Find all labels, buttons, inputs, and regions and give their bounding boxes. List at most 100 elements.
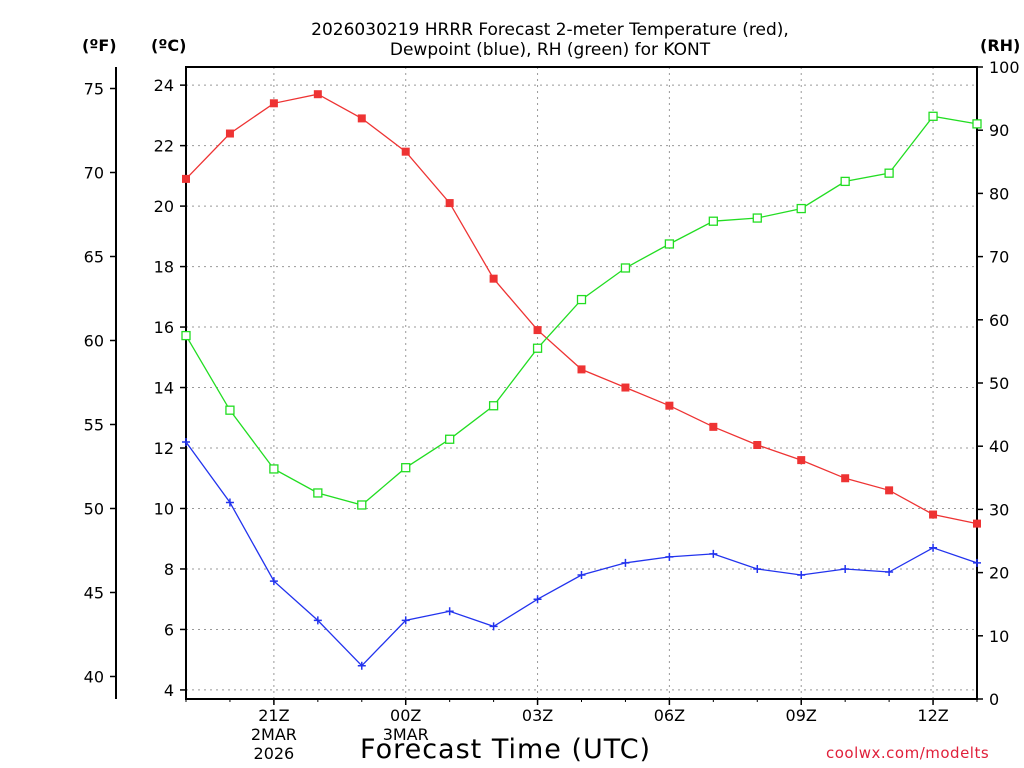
- celsius-unit-label: (ºC): [151, 36, 186, 55]
- x-tick-label-3MAR: 3MAR: [383, 725, 429, 744]
- point-temperature-2: [269, 99, 278, 108]
- point-dewpoint-11: [665, 552, 674, 561]
- rh-tick-label-50: 50: [989, 374, 1009, 393]
- celsius-tick-label-4: 4: [164, 681, 174, 700]
- point-rh-5: [401, 463, 411, 473]
- point-temperature-16: [885, 486, 894, 495]
- point-dewpoint-15: [841, 564, 850, 573]
- rh-tick-label-10: 10: [989, 627, 1009, 646]
- credit-link[interactable]: coolwx.com/modelts: [826, 744, 990, 762]
- series-line-temperature: [185, 93, 978, 525]
- point-temperature-15: [841, 474, 850, 483]
- celsius-tick-label-10: 10: [154, 499, 174, 518]
- point-rh-18: [972, 119, 982, 129]
- point-temperature-12: [709, 422, 718, 431]
- series-line-rh: [185, 115, 978, 506]
- celsius-tick-label-14: 14: [154, 379, 174, 398]
- point-rh-11: [664, 239, 675, 249]
- rh-unit-label: (RH): [980, 36, 1020, 55]
- rh-tick-label-80: 80: [989, 184, 1009, 203]
- point-temperature-13: [753, 440, 762, 449]
- celsius-tick-label-20: 20: [154, 197, 174, 216]
- point-dewpoint-1: [225, 498, 234, 507]
- celsius-tick-label-6: 6: [164, 620, 174, 639]
- x-tick-label-03Z: 03Z: [522, 706, 553, 725]
- x-tick-label-00Z: 00Z: [390, 706, 421, 725]
- point-temperature-1: [225, 129, 234, 138]
- point-dewpoint-14: [797, 571, 806, 580]
- celsius-tick-label-22: 22: [154, 137, 174, 156]
- point-rh-13: [752, 213, 762, 223]
- point-rh-4: [357, 500, 367, 510]
- fahrenheit-tick-label-50: 50: [84, 499, 104, 518]
- fahrenheit-tick-label-60: 60: [84, 331, 104, 350]
- point-rh-16: [884, 168, 894, 178]
- rh-tick-label-30: 30: [989, 500, 1009, 519]
- grid-layer: [186, 67, 977, 699]
- rh-tick-label-70: 70: [989, 248, 1009, 267]
- point-temperature-18: [973, 519, 981, 528]
- fahrenheit-tick-label-55: 55: [84, 415, 104, 434]
- x-tick-label-2MAR: 2MAR: [251, 725, 297, 744]
- chart-title-line1: 2026030219 HRRR Forecast 2-meter Tempera…: [311, 20, 789, 40]
- point-temperature-14: [797, 456, 806, 465]
- point-dewpoint-5: [401, 616, 410, 625]
- x-tick-label-21Z: 21Z: [258, 706, 289, 725]
- series-line-dewpoint: [185, 441, 978, 667]
- point-temperature-5: [401, 147, 410, 156]
- series-layer: [181, 90, 982, 670]
- point-dewpoint-3: [313, 616, 322, 625]
- celsius-tick-label-8: 8: [164, 560, 174, 579]
- celsius-tick-label-12: 12: [154, 439, 174, 458]
- point-temperature-6: [445, 199, 454, 208]
- point-dewpoint-16: [885, 567, 894, 576]
- chart-title-line2: Dewpoint (blue), RH (green) for KONT: [389, 40, 711, 60]
- x-tick-label-09Z: 09Z: [786, 706, 817, 725]
- point-temperature-9: [577, 365, 586, 374]
- point-dewpoint-2: [269, 577, 278, 586]
- point-dewpoint-6: [445, 607, 454, 616]
- point-rh-17: [928, 111, 938, 121]
- point-dewpoint-18: [973, 558, 981, 567]
- point-dewpoint-13: [753, 564, 762, 573]
- point-temperature-17: [929, 510, 938, 519]
- point-dewpoint-17: [929, 543, 938, 552]
- rh-tick-label-40: 40: [989, 437, 1009, 456]
- point-temperature-4: [357, 114, 366, 123]
- fahrenheit-tick-label-45: 45: [84, 583, 104, 602]
- point-dewpoint-9: [577, 571, 586, 580]
- point-dewpoint-4: [357, 661, 366, 670]
- point-dewpoint-8: [533, 595, 542, 604]
- point-rh-6: [445, 434, 455, 444]
- point-dewpoint-7: [489, 622, 498, 631]
- celsius-tick-label-18: 18: [154, 258, 174, 277]
- point-rh-8: [532, 343, 543, 353]
- point-rh-1: [225, 405, 235, 415]
- rh-tick-label-20: 20: [989, 564, 1009, 583]
- rh-tick-label-90: 90: [989, 121, 1009, 140]
- point-temperature-7: [489, 274, 498, 283]
- point-temperature-10: [621, 383, 630, 392]
- point-rh-0: [181, 330, 191, 341]
- fahrenheit-tick-label-75: 75: [84, 80, 104, 99]
- point-rh-7: [488, 401, 499, 411]
- point-rh-10: [620, 263, 631, 273]
- point-temperature-11: [665, 401, 674, 410]
- celsius-tick-label-24: 24: [154, 76, 174, 95]
- point-dewpoint-12: [709, 549, 718, 558]
- point-temperature-0: [182, 174, 190, 183]
- point-dewpoint-10: [621, 558, 630, 567]
- axis-layer: 4 6 8 10 12 14 16 18 20 22 24 40 45 50 55 60 65 70 75 0 10 20…: [84, 58, 1020, 763]
- plot-frame: [185, 66, 978, 700]
- point-rh-15: [840, 176, 850, 187]
- point-rh-2: [269, 464, 279, 474]
- fahrenheit-unit-label: (ºF): [82, 36, 117, 55]
- point-rh-12: [708, 216, 718, 226]
- rh-tick-label-0: 0: [989, 690, 999, 709]
- point-dewpoint-0: [182, 437, 190, 446]
- x-tick-label-06Z: 06Z: [654, 706, 685, 725]
- x-tick-label-2026: 2026: [254, 744, 295, 763]
- x-tick-label-12Z: 12Z: [917, 706, 948, 725]
- point-temperature-3: [313, 90, 322, 99]
